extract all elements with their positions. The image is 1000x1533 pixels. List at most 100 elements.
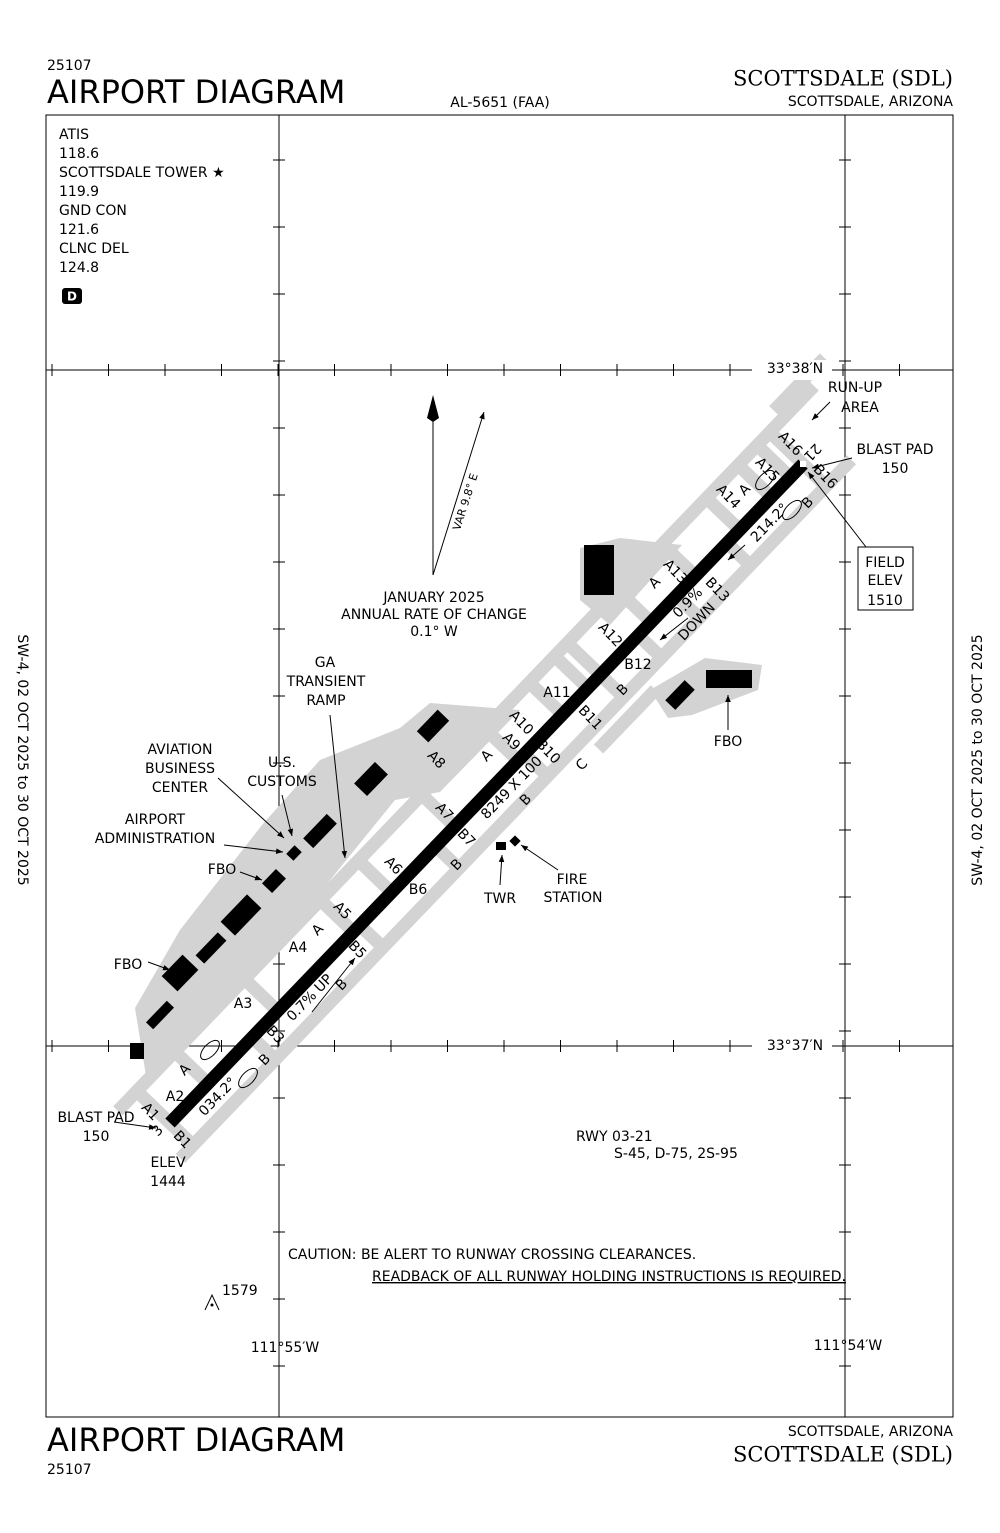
- hold-marking: [782, 499, 802, 521]
- frequency-name: CLNC DEL: [59, 241, 129, 257]
- taxiway: [132, 1086, 175, 1128]
- buildings: [130, 545, 752, 1059]
- map-label: FBO: [114, 957, 142, 973]
- effective-dates: SW-4, 02 OCT 2025 to 30 OCT 2025: [14, 634, 30, 885]
- map-label: BLAST PAD: [856, 442, 933, 458]
- taxiway: [170, 1046, 213, 1089]
- frequency-value: 118.6: [59, 146, 99, 162]
- hold-marking: [200, 1039, 220, 1061]
- chart-number: 25107: [47, 58, 92, 74]
- runway-info: RWY 03-21: [576, 1129, 653, 1145]
- longitude-label: 111°55′W: [251, 1340, 320, 1356]
- taxiway: [702, 493, 745, 535]
- frequency-name: SCOTTSDALE TOWER ★: [59, 165, 225, 181]
- taxiway: [798, 459, 831, 491]
- frequency-value: 119.9: [59, 184, 99, 200]
- taxiway: [480, 723, 523, 766]
- airport-name: SCOTTSDALE (SDL): [733, 67, 953, 91]
- taxiway: [593, 685, 661, 754]
- taxiway: [175, 455, 857, 1163]
- effective-dates: SW-4, 02 OCT 2025 to 30 OCT 2025: [970, 634, 986, 885]
- taxiway: [315, 895, 359, 937]
- map-label: B12: [624, 657, 651, 673]
- taxiway: [239, 974, 283, 1016]
- frequencies: ATIS 118.6 SCOTTSDALE TOWER ★ 119.9 GND CON 1…: [59, 127, 225, 276]
- latitude-label: 33°38′N: [767, 361, 823, 377]
- taxiway: [353, 855, 397, 898]
- taxiway: [613, 585, 656, 627]
- hold-marking: [238, 1067, 258, 1089]
- map-label: 1444: [150, 1174, 186, 1190]
- hold-marking: [755, 469, 775, 491]
- airport-location: SCOTTSDALE, ARIZONA: [788, 94, 954, 110]
- mag-note: ANNUAL RATE OF CHANGE: [341, 607, 527, 623]
- leader-lines: [62, 288, 914, 1311]
- taxiway: [752, 440, 795, 482]
- magnetic-variation: VAR 9.8° E: [450, 472, 481, 532]
- map-label: C: [573, 756, 591, 774]
- map-label: RAMP: [306, 693, 345, 709]
- chart-number: 25107: [47, 1462, 92, 1478]
- coordinate-labels: 33°38′N 33°37′N 111°55′W 111°54′W: [251, 360, 883, 1356]
- runway: [165, 459, 808, 1128]
- taxiway: [733, 460, 776, 502]
- map-label: AREA: [841, 400, 879, 416]
- runway-surface: [165, 459, 808, 1128]
- map-label: GA: [315, 655, 336, 671]
- map-label: AVIATION: [147, 742, 212, 758]
- map-label: CENTER: [152, 780, 208, 796]
- map-label: RUN-UP: [828, 380, 882, 396]
- longitude-label: 111°54′W: [814, 1338, 883, 1354]
- map-label: BUSINESS: [145, 761, 215, 777]
- field-elevation: 1510: [867, 593, 903, 609]
- chart-title: AIRPORT DIAGRAM: [47, 1421, 345, 1459]
- document-id: AL-5651 (FAA): [450, 95, 550, 111]
- graticule-ticks: [51, 159, 900, 1367]
- map-label: 150: [83, 1129, 110, 1145]
- map-label: FBO: [714, 734, 742, 750]
- mag-note: JANUARY 2025: [382, 590, 484, 606]
- taxiway: [657, 539, 700, 581]
- mag-note: 0.1° W: [410, 624, 458, 640]
- map-label: ELEV: [150, 1155, 185, 1171]
- map-label: ADMINISTRATION: [95, 831, 215, 847]
- map-label: U.S.: [268, 755, 296, 771]
- map-label: A3: [234, 996, 252, 1012]
- airport-name: SCOTTSDALE (SDL): [733, 1443, 953, 1467]
- frequency-name: GND CON: [59, 203, 127, 219]
- chart-title: AIRPORT DIAGRAM: [47, 73, 345, 111]
- frequency-value: 124.8: [59, 260, 99, 276]
- map-label: A2: [166, 1089, 184, 1105]
- map-label: STATION: [543, 890, 602, 906]
- d-atis-badge: D: [67, 290, 77, 304]
- airport-location: SCOTTSDALE, ARIZONA: [788, 1424, 954, 1440]
- field-elevation: ELEV: [867, 573, 902, 589]
- runway-end: [800, 461, 806, 467]
- taxiway: [417, 789, 460, 832]
- map-label: TWR: [483, 891, 516, 907]
- map-label: FBO: [208, 862, 236, 878]
- runway-info: S-45, D-75, 2S-95: [614, 1146, 738, 1162]
- map-label: A: [309, 921, 327, 939]
- taxiway: [113, 381, 819, 1116]
- map-label: A4: [289, 940, 308, 956]
- map-label: TRANSIENT: [286, 674, 366, 690]
- taxiway: [765, 427, 808, 469]
- taxiway: [562, 638, 605, 680]
- map-label: A11: [543, 685, 570, 701]
- caution-note: READBACK OF ALL RUNWAY HOLDING INSTRUCTI…: [372, 1269, 846, 1285]
- map-label: AIRPORT: [125, 812, 186, 828]
- frequency-name: ATIS: [59, 127, 89, 143]
- map-label: BLAST PAD: [57, 1110, 134, 1126]
- latitude-label: 33°37′N: [767, 1038, 823, 1054]
- field-elevation: FIELD: [865, 555, 905, 571]
- map-label: FIRE: [557, 872, 588, 888]
- caution-note: CAUTION: BE ALERT TO RUNWAY CROSSING CLE…: [288, 1247, 696, 1263]
- taxiway: [524, 677, 567, 720]
- taxiway: [550, 651, 593, 693]
- map-label: CUSTOMS: [247, 774, 317, 790]
- obstacle-height: 1579: [222, 1283, 258, 1299]
- map-label: B6: [409, 882, 428, 898]
- frequency-value: 121.6: [59, 222, 99, 238]
- map-label: 150: [882, 461, 909, 477]
